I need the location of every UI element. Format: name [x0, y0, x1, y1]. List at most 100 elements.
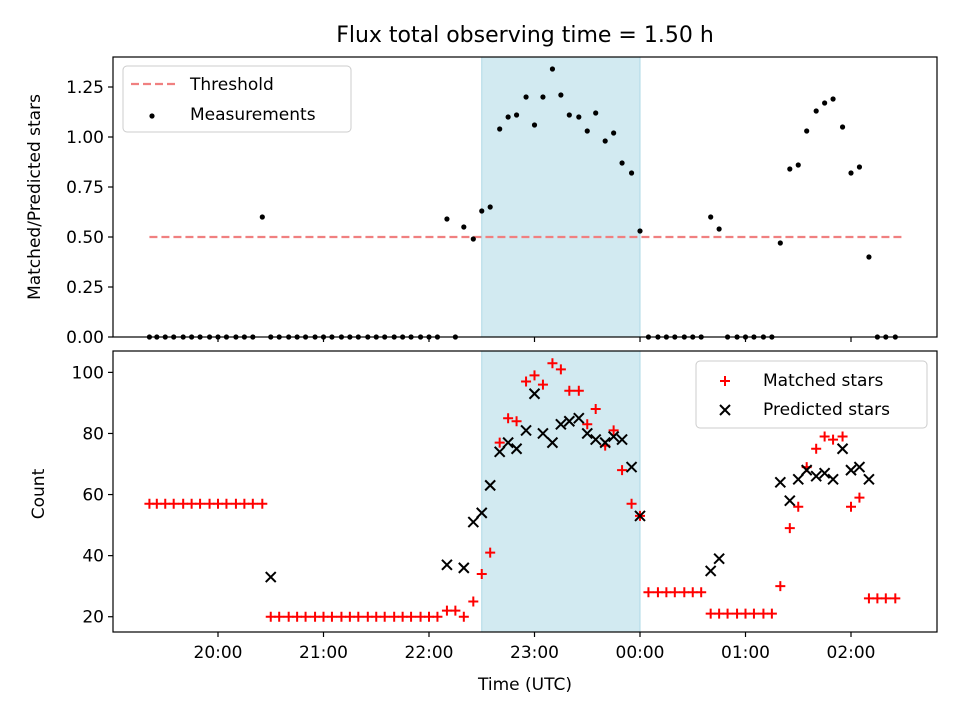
data-point	[766, 608, 777, 619]
data-point	[800, 464, 813, 476]
data-point	[732, 608, 743, 619]
series-predicted-stars	[265, 388, 875, 583]
data-point	[687, 587, 698, 598]
y-tick-label: 20	[82, 608, 104, 628]
data-point	[444, 216, 450, 222]
data-point	[528, 388, 541, 400]
data-point	[497, 126, 503, 132]
legend-measurements-label: Measurements	[190, 105, 316, 125]
data-point	[856, 164, 863, 170]
data-point	[558, 92, 564, 98]
data-point	[837, 431, 848, 442]
data-point	[590, 404, 601, 415]
data-point	[716, 226, 722, 232]
data-point	[582, 419, 593, 430]
data-point	[458, 611, 469, 622]
y-tick-label: 0.75	[66, 178, 104, 198]
data-point	[854, 492, 865, 503]
data-point	[617, 465, 628, 476]
data-point	[758, 608, 769, 619]
data-point	[505, 114, 511, 120]
data-point	[846, 501, 856, 512]
data-point	[866, 254, 872, 260]
data-point	[810, 470, 822, 482]
data-point	[493, 446, 506, 458]
data-point	[257, 498, 268, 509]
legend-predicted-swatch	[719, 404, 731, 416]
data-point	[607, 430, 620, 443]
axes-frame	[112, 350, 938, 633]
data-point	[787, 166, 793, 172]
data-point	[804, 128, 810, 134]
data-point	[494, 437, 505, 448]
axes-frame	[112, 56, 938, 338]
data-point	[406, 611, 417, 622]
data-point	[848, 170, 854, 176]
data-point	[547, 358, 558, 369]
x-tick-label: 01:00	[721, 643, 770, 663]
data-point	[880, 593, 891, 604]
shaded-interval	[481, 350, 641, 633]
data-point	[310, 611, 321, 622]
data-point	[461, 224, 467, 230]
data-point	[503, 413, 514, 424]
data-point	[186, 498, 197, 509]
data-point	[485, 547, 496, 558]
data-point	[300, 611, 311, 622]
data-point	[239, 498, 250, 509]
y-tick-label: 100	[72, 363, 104, 383]
y-tick-label: 60	[82, 486, 104, 506]
data-point	[487, 204, 493, 210]
x-tick-label: 23:00	[510, 643, 559, 663]
data-point	[344, 611, 355, 622]
data-point	[178, 498, 189, 509]
data-point	[563, 415, 576, 427]
data-point	[389, 611, 400, 622]
legend-box	[695, 360, 928, 429]
data-point	[593, 110, 599, 116]
legend: Threshold Measurements	[122, 65, 352, 133]
data-point	[546, 436, 559, 449]
bottom-plot: 20 40 60 80 100 20:00 21:00 22:00 23:00 00:00 01:0…	[72, 350, 938, 663]
data-point	[845, 464, 857, 476]
data-point	[705, 608, 716, 619]
data-point	[714, 608, 725, 619]
data-point	[432, 611, 443, 622]
data-point	[608, 425, 619, 436]
data-point	[441, 605, 452, 616]
data-point	[283, 611, 294, 622]
data-point	[827, 473, 839, 485]
data-point	[502, 436, 514, 449]
data-point	[708, 214, 714, 220]
data-point	[566, 112, 572, 118]
data-point	[564, 385, 575, 396]
legend-predicted-label: Predicted stars	[763, 400, 890, 420]
data-point	[540, 94, 546, 100]
bottom-xlabel: Time (UTC)	[477, 675, 572, 695]
top-title: Flux total observing time = 1.50 h	[336, 23, 714, 48]
series-matched-stars	[144, 358, 901, 622]
data-point	[589, 433, 602, 446]
data-point	[828, 434, 839, 445]
x-tick-label: 02:00	[827, 643, 876, 663]
data-point	[573, 412, 585, 424]
x-tick-label: 21:00	[299, 643, 348, 663]
data-point	[669, 587, 680, 598]
data-point	[265, 611, 276, 622]
data-point	[813, 108, 819, 114]
y-tick-label: 40	[82, 547, 104, 567]
legend-threshold-label: Threshold	[189, 75, 274, 95]
data-point	[511, 416, 522, 427]
data-point	[441, 559, 453, 571]
data-point	[616, 433, 628, 446]
legend: Matched stars Predicted stars	[695, 360, 928, 429]
data-point	[811, 443, 822, 454]
data-point	[521, 376, 532, 387]
data-point	[468, 596, 479, 607]
data-point	[151, 498, 162, 509]
data-point	[292, 611, 303, 622]
data-point	[775, 581, 786, 592]
data-point	[679, 587, 690, 598]
data-point	[479, 208, 485, 214]
